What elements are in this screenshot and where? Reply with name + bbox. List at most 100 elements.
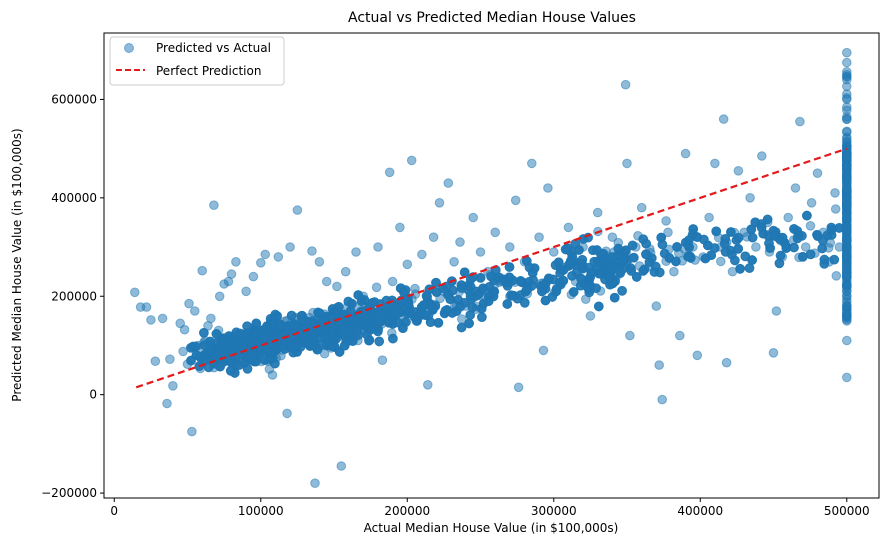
scatter-point bbox=[326, 343, 336, 353]
scatter-point bbox=[478, 298, 489, 309]
scatter-point bbox=[651, 301, 662, 311]
scatter-point bbox=[656, 232, 667, 243]
scatter-point bbox=[502, 299, 513, 309]
legend-box bbox=[109, 36, 285, 86]
scatter-point bbox=[725, 245, 736, 256]
scatter-point bbox=[162, 398, 172, 409]
line-layer bbox=[135, 147, 848, 389]
scatter-point bbox=[830, 204, 841, 214]
scatter-point bbox=[515, 276, 526, 286]
scatter-point bbox=[483, 266, 493, 277]
scatter-point bbox=[842, 232, 852, 242]
scatter-point bbox=[592, 207, 603, 218]
legend: Predicted vs Actual Perfect Prediction bbox=[109, 36, 285, 86]
scatter-point bbox=[537, 286, 547, 297]
scatter-point bbox=[842, 221, 852, 232]
scatter-point bbox=[680, 148, 691, 159]
legend-scatter-marker bbox=[124, 43, 134, 53]
scatter-point bbox=[842, 212, 852, 223]
scatter-point bbox=[215, 340, 226, 351]
scatter-point bbox=[513, 382, 524, 393]
scatter-point bbox=[663, 227, 673, 238]
scatter-point bbox=[570, 276, 581, 287]
scatter-point bbox=[672, 242, 682, 252]
scatter-point bbox=[683, 251, 694, 262]
scatter-point bbox=[307, 246, 317, 256]
scatter-point bbox=[692, 350, 703, 361]
scatter-point bbox=[578, 242, 588, 252]
scatter-point bbox=[197, 265, 207, 276]
scatter-point bbox=[451, 306, 462, 316]
scatter-point bbox=[527, 268, 538, 278]
scatter-point bbox=[558, 275, 569, 286]
scatter-point bbox=[226, 269, 237, 279]
scatter-point bbox=[399, 287, 409, 298]
scatter-point bbox=[165, 354, 175, 365]
scatter-point bbox=[286, 341, 296, 352]
scatter-point bbox=[273, 330, 284, 341]
scatter-point bbox=[455, 237, 465, 247]
scatter-point bbox=[510, 195, 521, 206]
scatter-point bbox=[286, 310, 297, 321]
scatter-point bbox=[716, 242, 726, 252]
scatter-point bbox=[190, 306, 200, 316]
scatter-point bbox=[332, 281, 342, 292]
scatter-point bbox=[556, 261, 566, 272]
scatter-point bbox=[771, 306, 782, 316]
scatter-point bbox=[783, 212, 794, 223]
scatter-point bbox=[428, 232, 439, 242]
scatter-point bbox=[600, 257, 610, 267]
scatter-point bbox=[631, 242, 641, 252]
scatter-point bbox=[777, 232, 788, 243]
scatter-point bbox=[260, 249, 271, 260]
scatter-point bbox=[614, 266, 625, 277]
scatter-point bbox=[445, 294, 456, 305]
scatter-point bbox=[157, 313, 168, 324]
scatter-point bbox=[442, 305, 452, 315]
scatter-point bbox=[326, 312, 336, 323]
scatter-point bbox=[395, 222, 405, 233]
scatter-point bbox=[688, 242, 698, 252]
scatter-point bbox=[141, 302, 152, 312]
scatter-point bbox=[739, 227, 750, 238]
scatter-point bbox=[150, 356, 161, 367]
scatter-point bbox=[497, 276, 508, 287]
scatter-point bbox=[842, 307, 852, 318]
scatter-point bbox=[607, 232, 618, 242]
scatter-point bbox=[830, 188, 840, 198]
scatter-point bbox=[358, 291, 369, 302]
scatter-point bbox=[292, 205, 303, 215]
scatter-point bbox=[477, 312, 487, 323]
scatter-point bbox=[798, 251, 808, 262]
y-tick-label: 600000 bbox=[51, 92, 97, 106]
scatter-point bbox=[282, 408, 292, 419]
scatter-point bbox=[842, 161, 852, 172]
scatter-point bbox=[314, 308, 325, 319]
scatter-point bbox=[146, 315, 156, 325]
scatter-point bbox=[704, 212, 714, 223]
scatter-point bbox=[842, 335, 852, 346]
scatter-point bbox=[388, 333, 398, 344]
scatter-point bbox=[168, 381, 178, 391]
scatter-point bbox=[661, 216, 671, 226]
scatter-point bbox=[384, 314, 395, 325]
scatter-point bbox=[751, 242, 761, 252]
scatter-point bbox=[534, 232, 544, 242]
scatter-point bbox=[617, 286, 627, 296]
scatter-point bbox=[758, 228, 769, 239]
scatter-point bbox=[466, 294, 477, 304]
x-tick-label: 400000 bbox=[677, 504, 723, 518]
scatter-point bbox=[251, 318, 262, 329]
scatter-point bbox=[842, 153, 852, 164]
scatter-point bbox=[365, 311, 376, 321]
scatter-point bbox=[842, 74, 852, 85]
scatter-point bbox=[711, 226, 722, 237]
scatter-point bbox=[411, 316, 421, 326]
scatter-point bbox=[769, 231, 780, 241]
scatter-point bbox=[842, 67, 852, 77]
scatter-point bbox=[842, 47, 852, 58]
scatter-point bbox=[464, 318, 474, 329]
scatter-point bbox=[560, 244, 571, 255]
scatter-point bbox=[273, 252, 284, 262]
